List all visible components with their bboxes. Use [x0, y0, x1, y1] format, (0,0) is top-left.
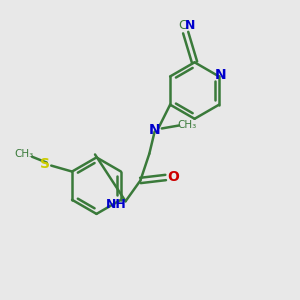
Text: S: S	[40, 157, 50, 171]
Text: CH₃: CH₃	[14, 149, 33, 159]
Text: C: C	[178, 19, 187, 32]
Text: N: N	[149, 123, 161, 137]
Text: N: N	[215, 68, 226, 82]
Text: N: N	[185, 19, 195, 32]
Text: CH₃: CH₃	[178, 121, 197, 130]
Text: O: O	[167, 170, 179, 184]
Text: NH: NH	[106, 198, 126, 211]
